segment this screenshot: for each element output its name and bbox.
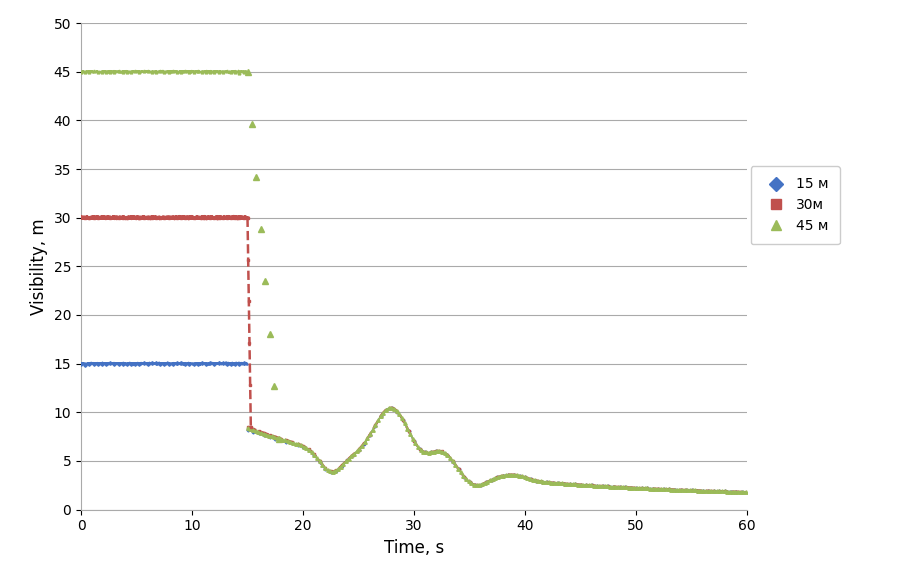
Y-axis label: Visibility, m: Visibility, m	[30, 218, 48, 314]
X-axis label: Time, s: Time, s	[384, 539, 444, 557]
Legend: 15 м, 30м, 45 м: 15 м, 30м, 45 м	[751, 166, 840, 244]
